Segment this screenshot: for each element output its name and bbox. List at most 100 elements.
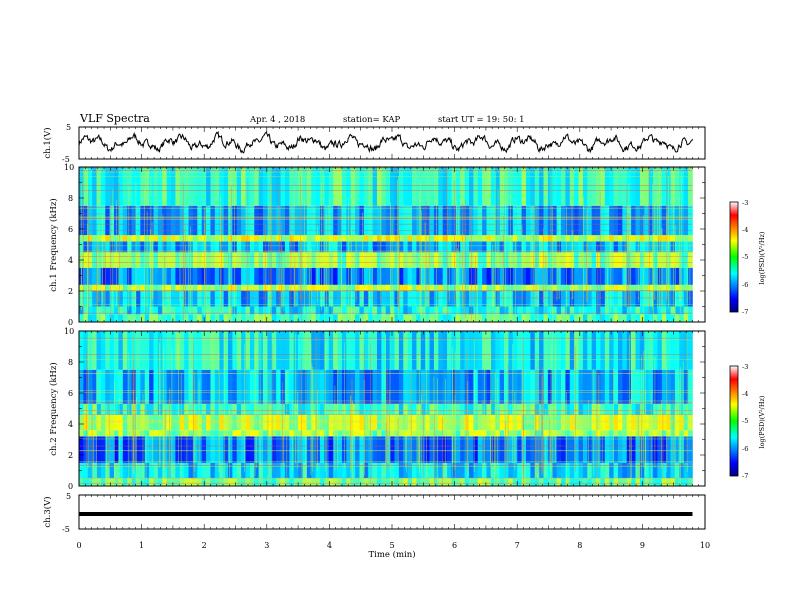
ch2-spec-cell <box>609 478 614 486</box>
ch2-spec-cell <box>635 462 641 479</box>
ch1-spec-cell <box>149 167 154 206</box>
ch2-spec-cell <box>302 331 308 370</box>
ch1-spec-cell <box>442 267 448 285</box>
ch2-spec-cell <box>96 436 102 463</box>
ch2-spec-cell <box>175 436 181 463</box>
ch1-spec-cell <box>442 235 448 242</box>
ch2-spec-cell <box>407 331 413 370</box>
ch2-spec-cell <box>289 478 295 486</box>
ch2-spec-cell <box>574 331 579 370</box>
ch1-spec-cell <box>517 306 522 315</box>
ch2-spec-cell <box>504 436 509 463</box>
ch1-spec-cell <box>398 314 404 322</box>
ch2-spec-cell <box>486 462 492 479</box>
ch1-spec-cell <box>227 241 233 253</box>
ch1-spec-cell <box>381 267 387 285</box>
ch2-spec-cell <box>175 369 181 404</box>
ch2-spec-cell <box>394 478 400 486</box>
ch2-spec-cell <box>258 430 264 437</box>
ch2-spec-cell <box>96 478 102 486</box>
ch2-spec-cell <box>622 436 628 463</box>
ch1-spec-cell <box>333 306 338 315</box>
ch2-spec-cell <box>188 430 194 437</box>
ch1-spec-cell <box>149 241 154 253</box>
ch2-spec-cell <box>175 403 181 415</box>
ch1-spec-cell <box>100 267 106 285</box>
ch1-spec-cell <box>223 167 229 206</box>
ch1-spec-cell <box>530 205 536 236</box>
ch2-spec-cell <box>477 369 483 404</box>
ch1-spec-cell <box>127 267 132 285</box>
ch1-spec-cell <box>674 306 680 315</box>
ch1-spec-cell <box>512 252 518 268</box>
ch2-spec-cell <box>504 430 509 437</box>
ch2-spec-cell <box>96 462 102 479</box>
ch2-spec-cell <box>302 403 308 415</box>
ch1-spec-cell <box>407 306 413 315</box>
ch1-spec-cell <box>407 252 413 268</box>
ch2-spec-cell <box>171 369 176 404</box>
ch1-cb-tick-6: -6 <box>742 281 748 289</box>
ch1-spec-cell <box>311 306 316 315</box>
ch1-spec-cell <box>122 267 128 285</box>
ch1-spec-cell <box>517 235 522 242</box>
ch1-spec-cell <box>355 306 360 315</box>
ch1-spec-cell <box>574 167 579 206</box>
ch1-spec-cell <box>451 241 457 253</box>
ch1-spec-cell <box>631 267 636 285</box>
ch1-spec-cell <box>271 306 277 315</box>
ch2-spec-cell <box>547 369 553 404</box>
ch1-spec-cell <box>464 291 470 307</box>
ch1-spec-cell <box>149 235 154 242</box>
ch1-spec-cell <box>324 314 330 322</box>
ch1-spec-cell <box>131 241 137 253</box>
ch1-spec-cell <box>346 314 351 322</box>
ch2-spec-cell <box>118 369 124 404</box>
ch1-spec-cell <box>403 306 408 315</box>
ch2-spec-cell <box>381 331 387 370</box>
ch1-spec-cell <box>223 235 229 242</box>
ch1-spec-cell <box>122 284 128 291</box>
ch1-spec-cell <box>324 167 330 206</box>
ch1-spec-cell <box>412 314 417 322</box>
ch1-spec-cell <box>359 167 365 206</box>
ch1-spec-cell <box>184 235 189 242</box>
ch1-spec-cell <box>670 205 676 236</box>
ch1-spec-cell <box>512 235 518 242</box>
ch1-spec-cell <box>311 291 316 307</box>
ch1-spec-cell <box>385 267 391 285</box>
ch1-spec-cell <box>644 235 649 242</box>
ch1-spec-cell <box>429 291 435 307</box>
ch2-spec-cell <box>604 430 610 437</box>
ch1-spec-cell <box>482 306 487 315</box>
ch2-spec-cell <box>83 430 89 437</box>
ch2-spec-cell <box>561 436 566 463</box>
ch2-spec-cell <box>425 331 430 370</box>
ch1-spec-cell <box>341 314 347 322</box>
ch1-spec-cell <box>609 291 614 307</box>
ch2-spec-cell <box>412 462 417 479</box>
ch2-spec-cell <box>201 369 207 404</box>
ch1-spec-cell <box>398 306 404 315</box>
ch2-spec-cell <box>289 436 295 463</box>
ch2-spec-cell <box>569 430 575 437</box>
ch2-spec-cell <box>363 430 369 437</box>
ch1-spec-cell <box>635 167 641 206</box>
ch1-spec-cell <box>328 252 334 268</box>
ch2-spec-cell <box>245 478 251 486</box>
ch2-spec-cell <box>486 369 492 404</box>
ch1-spec-cell <box>175 205 181 236</box>
ch2-spec-cell <box>639 436 645 463</box>
ch1-spec-cell <box>184 205 189 236</box>
ch2-spec-cell <box>241 430 246 437</box>
x-axis-tick-labels: 0 1 2 3 4 5 6 7 8 9 10 <box>76 541 710 550</box>
ch1-spec-cell <box>451 205 457 236</box>
ch1-spec-cell <box>596 306 601 315</box>
ch2-spec-cell <box>631 430 636 437</box>
ch1-spec-cell <box>341 284 347 291</box>
ch1-spec-cell <box>591 284 597 291</box>
ch2-spec-cell <box>666 436 671 463</box>
ch1-spec-cell <box>350 306 356 315</box>
ch1-spec-cell <box>617 291 623 307</box>
ch2-spec-cell <box>100 369 106 404</box>
